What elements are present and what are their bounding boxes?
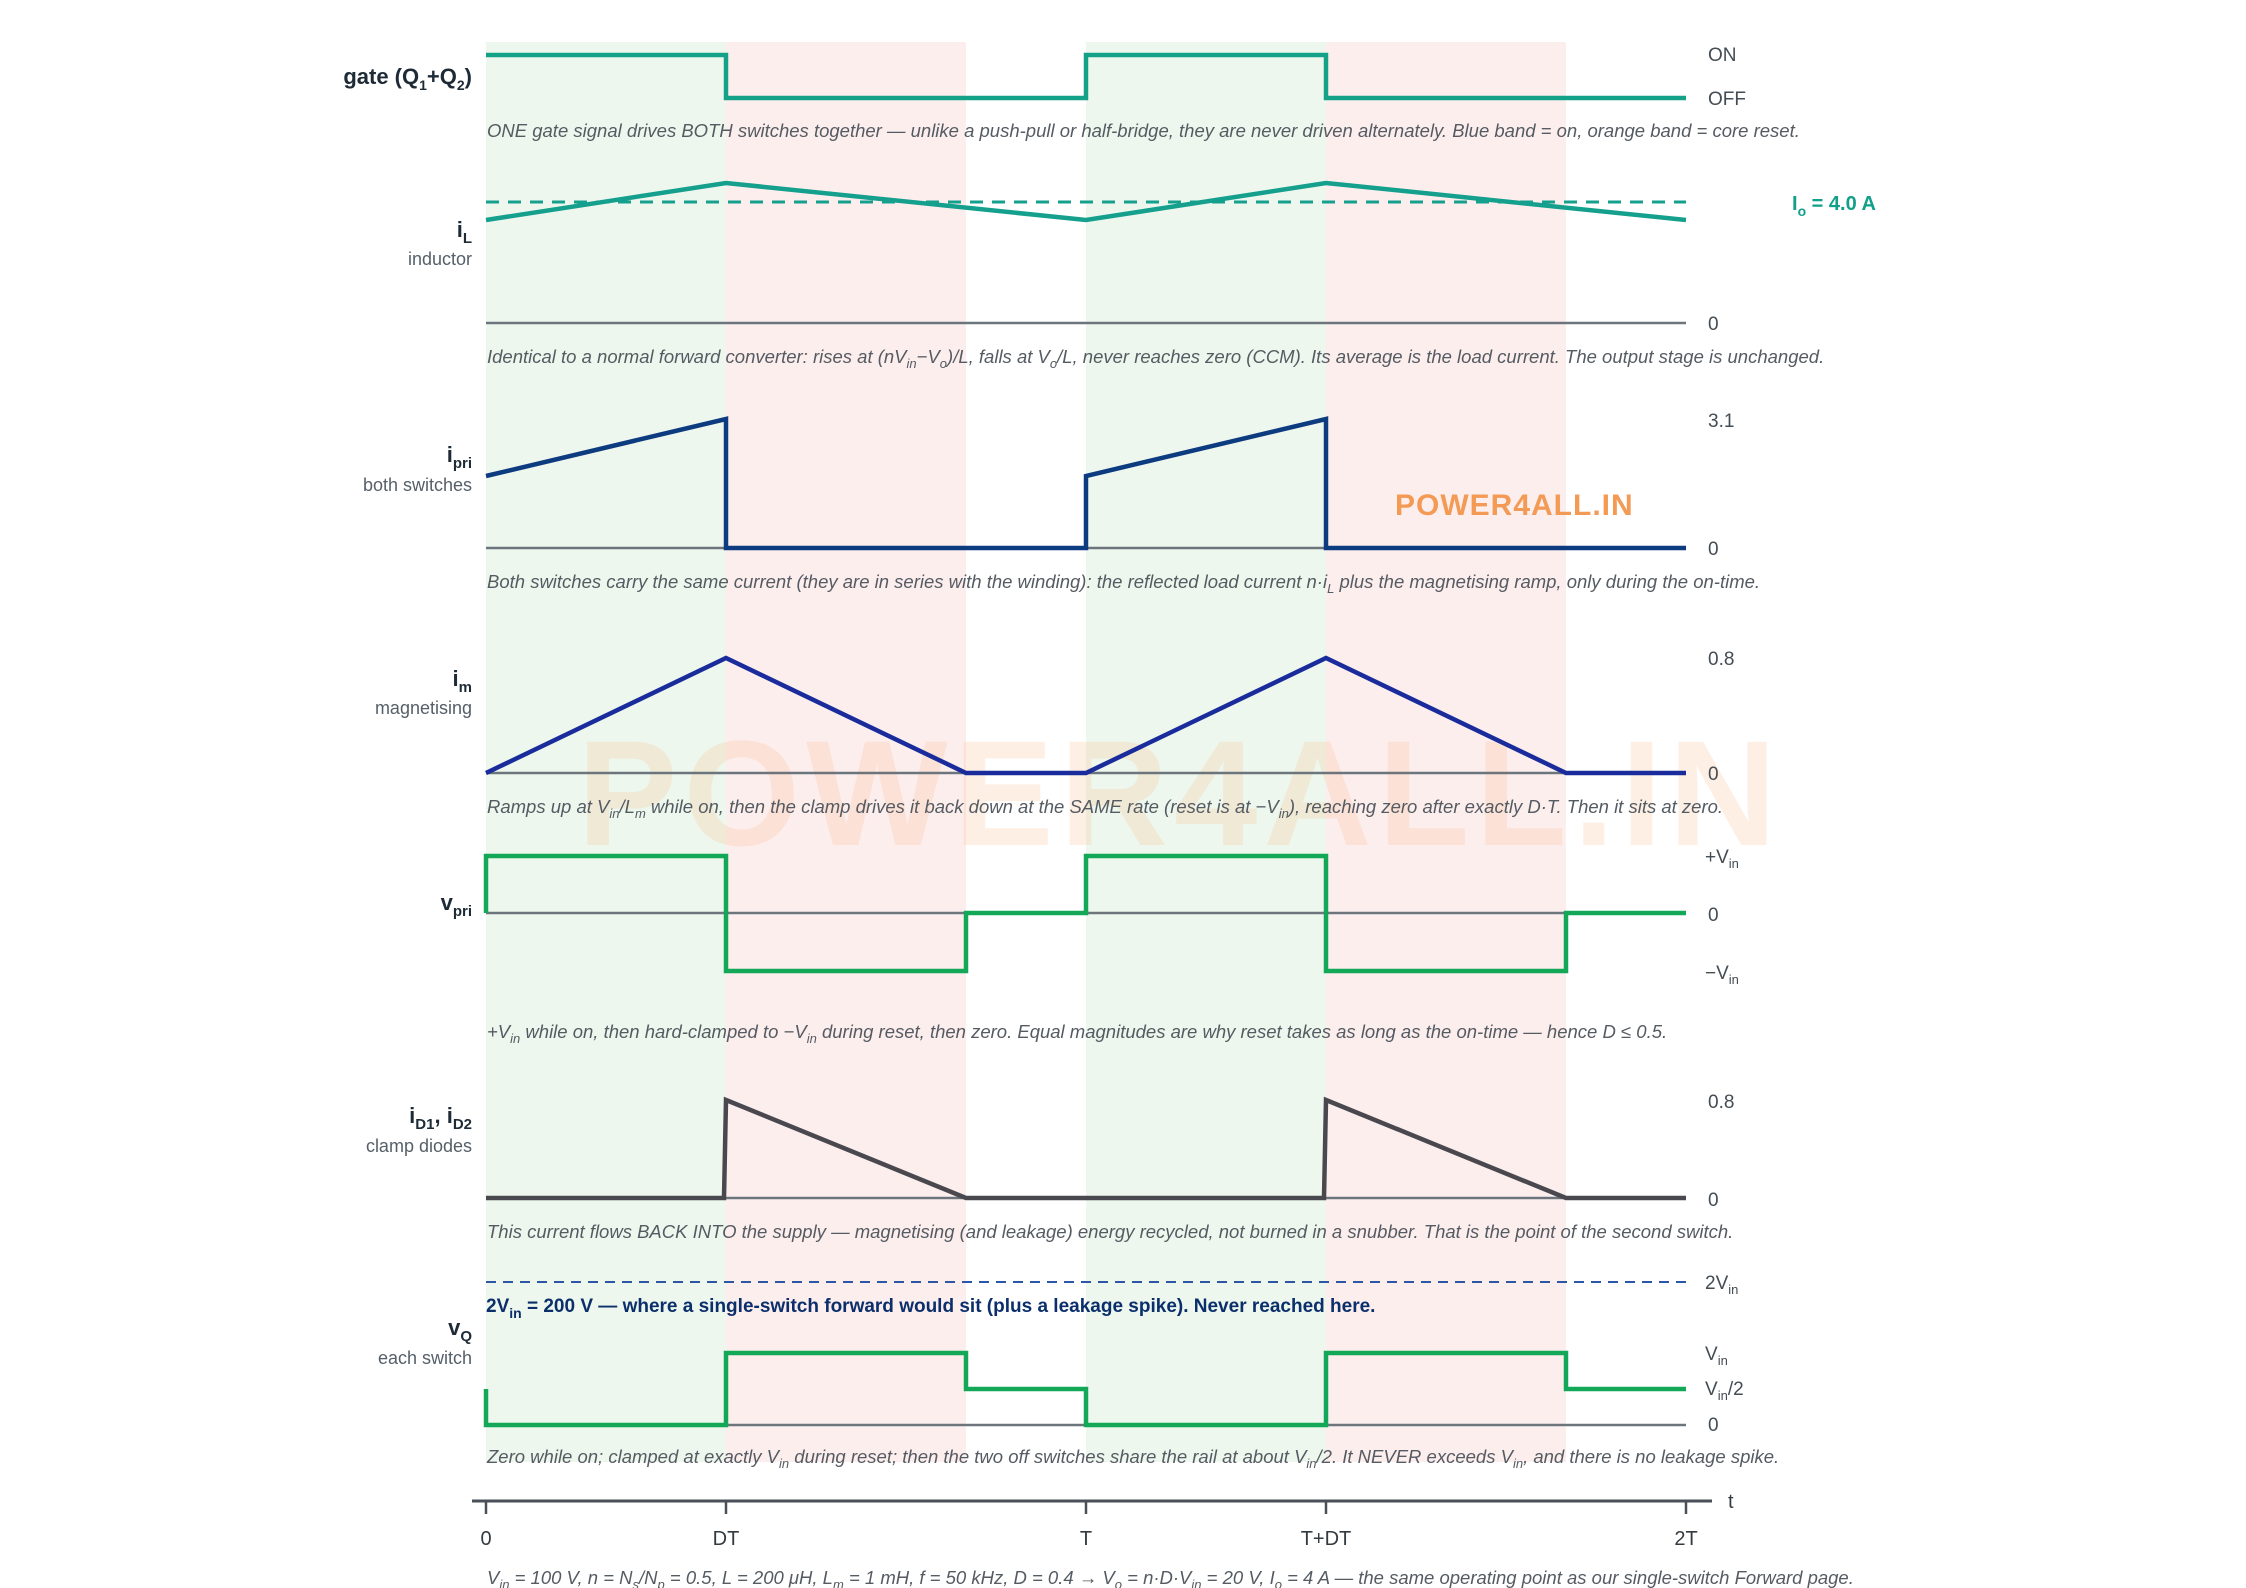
- vq-label-desc: each switch: [378, 1348, 472, 1368]
- gate-panel: gate (Q1+Q2) ON OFF ONE gate signal driv…: [343, 45, 1800, 141]
- two-vin-callout: 2Vin = 200 V — where a single-switch for…: [486, 1296, 1375, 1321]
- vpri-tick-zero: 0: [1708, 905, 1719, 926]
- gate-tick-off: OFF: [1708, 89, 1746, 110]
- il-tick-zero: 0: [1708, 314, 1719, 335]
- im-waveform: [485, 655, 1686, 776]
- vq-label: vQ: [448, 1315, 472, 1345]
- inductor-current-panel: iL inductor Io = 4.0 A 0 Identical to a …: [408, 180, 1876, 371]
- id-label-desc: clamp diodes: [366, 1136, 472, 1156]
- il-label: iL: [457, 217, 472, 247]
- gate-waveform: [486, 52, 1686, 101]
- time-axis: 0 DT T T+DT 2T t: [472, 1491, 1734, 1550]
- im-label-desc: magnetising: [375, 698, 472, 718]
- axis-label-dt: DT: [713, 1528, 740, 1550]
- gate-note: ONE gate signal drives BOTH switches tog…: [487, 120, 1800, 141]
- id-note: This current flows BACK INTO the supply …: [487, 1221, 1733, 1242]
- im-tick-zero: 0: [1708, 764, 1719, 785]
- ipri-tick-zero: 0: [1708, 539, 1719, 560]
- switch-voltage-panel: 2Vin = 200 V — where a single-switch for…: [378, 1273, 1779, 1471]
- il-note: Identical to a normal forward converter:…: [487, 346, 1824, 371]
- axis-label-0: 0: [480, 1528, 491, 1550]
- vpri-waveform: [483, 853, 1686, 974]
- vpri-note: +Vin while on, then hard-clamped to −Vin…: [487, 1021, 1667, 1046]
- id-waveform: [486, 1096, 1686, 1201]
- ipri-note: Both switches carry the same current (th…: [487, 571, 1760, 596]
- vpri-tick-top: +Vin: [1705, 847, 1739, 871]
- watermark-large: POWER4ALL.IN: [577, 709, 1782, 877]
- id-label: iD1, iD2: [409, 1103, 472, 1133]
- vq-tick-half: Vin/2: [1705, 1379, 1744, 1403]
- ipri-label-desc: both switches: [363, 475, 472, 495]
- magnetising-current-panel: im magnetising 0.8 0 Ramps up at Vin/Lm …: [375, 649, 1734, 821]
- axis-label-tdt: T+DT: [1301, 1528, 1352, 1550]
- gate-tick-on: ON: [1708, 45, 1737, 66]
- vq-tick-2vin: 2Vin: [1705, 1273, 1738, 1297]
- vq-tick-zero: 0: [1708, 1415, 1719, 1436]
- axis-label-t: T: [1080, 1528, 1092, 1550]
- il-waveform: [485, 180, 1687, 223]
- clamp-diode-current-panel: iD1, iD2 clamp diodes 0.8 0 This current…: [366, 1092, 1734, 1242]
- footer-parameters: Vin = 100 V, n = Ns/Np = 0.5, L = 200 μH…: [487, 1567, 1854, 1588]
- vq-waveform: [483, 1350, 1686, 1428]
- ipri-label: ipri: [447, 442, 472, 472]
- id-tick-top: 0.8: [1708, 1092, 1734, 1113]
- vq-tick-vin: Vin: [1705, 1344, 1728, 1368]
- id-tick-zero: 0: [1708, 1190, 1719, 1211]
- vpri-label: vpri: [441, 890, 472, 920]
- il-label-desc: inductor: [408, 249, 472, 269]
- vpri-tick-bottom: −Vin: [1705, 963, 1739, 987]
- ipri-tick-top: 3.1: [1708, 411, 1734, 432]
- io-label: Io = 4.0 A: [1792, 193, 1876, 219]
- im-tick-top: 0.8: [1708, 649, 1734, 670]
- gate-label: gate (Q1+Q2): [343, 64, 472, 93]
- vq-note: Zero while on; clamped at exactly Vin du…: [486, 1446, 1779, 1471]
- im-note: Ramps up at Vin/Lm while on, then the cl…: [487, 796, 1723, 821]
- primary-voltage-panel: vpri +Vin 0 −Vin +Vin while on, then har…: [441, 847, 1739, 1046]
- watermark-small: POWER4ALL.IN: [1395, 489, 1634, 522]
- axis-label-time: t: [1728, 1491, 1734, 1513]
- ipri-waveform: [485, 416, 1686, 551]
- axis-label-2t: 2T: [1674, 1528, 1697, 1550]
- primary-current-panel: ipri both switches POWER4ALL.IN 3.1 0 Bo…: [363, 411, 1760, 596]
- im-label: im: [453, 666, 472, 696]
